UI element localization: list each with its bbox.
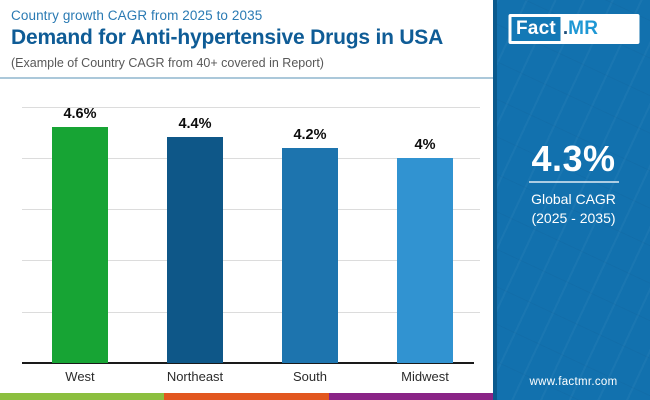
x-axis-label: West (65, 369, 95, 384)
gridline (22, 311, 480, 313)
x-axis-label: South (293, 369, 327, 384)
x-axis-label: Northeast (166, 369, 224, 384)
gridline (22, 260, 480, 262)
logo-dot-text: . (562, 18, 569, 39)
x-axis-label: Midwest (401, 369, 449, 384)
cagr-divider (528, 181, 619, 183)
bar-south (282, 147, 338, 363)
cagr-label-line1: Global CAGR (531, 191, 616, 207)
bar-value-label: 4.4% (178, 116, 212, 133)
website-url: www.factmr.com (529, 376, 618, 388)
chart-kicker: Country growth CAGR from 2025 to 2035 (11, 8, 263, 23)
stripe-segment (0, 393, 165, 400)
brand-sidebar: Fact . MR 4.3% Global CAGR (2025 - 2035)… (493, 0, 650, 400)
bar-value-label: 4.6% (63, 106, 97, 123)
gridline (22, 106, 480, 108)
gridline (22, 209, 480, 211)
cagr-label-line2: (2025 - 2035) (531, 209, 616, 226)
bar-midwest (397, 157, 453, 363)
chart-subtitle: (Example of Country CAGR from 40+ covere… (11, 56, 324, 70)
header-separator (0, 77, 493, 79)
bar-value-label: 4.2% (293, 126, 327, 143)
logo-mr-text: MR (568, 18, 599, 39)
gridline (22, 157, 480, 159)
factmr-logo: Fact . MR (508, 14, 639, 44)
chart-panel: Country growth CAGR from 2025 to 2035 De… (0, 8, 493, 400)
chart-title: Demand for Anti-hypertensive Drugs in US… (11, 26, 444, 49)
bar-chart: 4.6% West 4.4% Northeast 4.2% South 4% Midwest (22, 106, 480, 384)
global-cagr-value: 4.3% (531, 138, 616, 179)
bar-west (52, 127, 108, 363)
x-axis-line (22, 362, 474, 364)
logo-fact-text: Fact (511, 17, 561, 41)
stripe-segment (164, 393, 329, 400)
footer-color-stripe (0, 393, 493, 400)
bar-value-label: 4% (414, 136, 436, 153)
global-cagr-label: Global CAGR (2025 - 2035) (497, 190, 650, 228)
stripe-segment (328, 393, 493, 400)
bar-northeast (167, 137, 223, 363)
